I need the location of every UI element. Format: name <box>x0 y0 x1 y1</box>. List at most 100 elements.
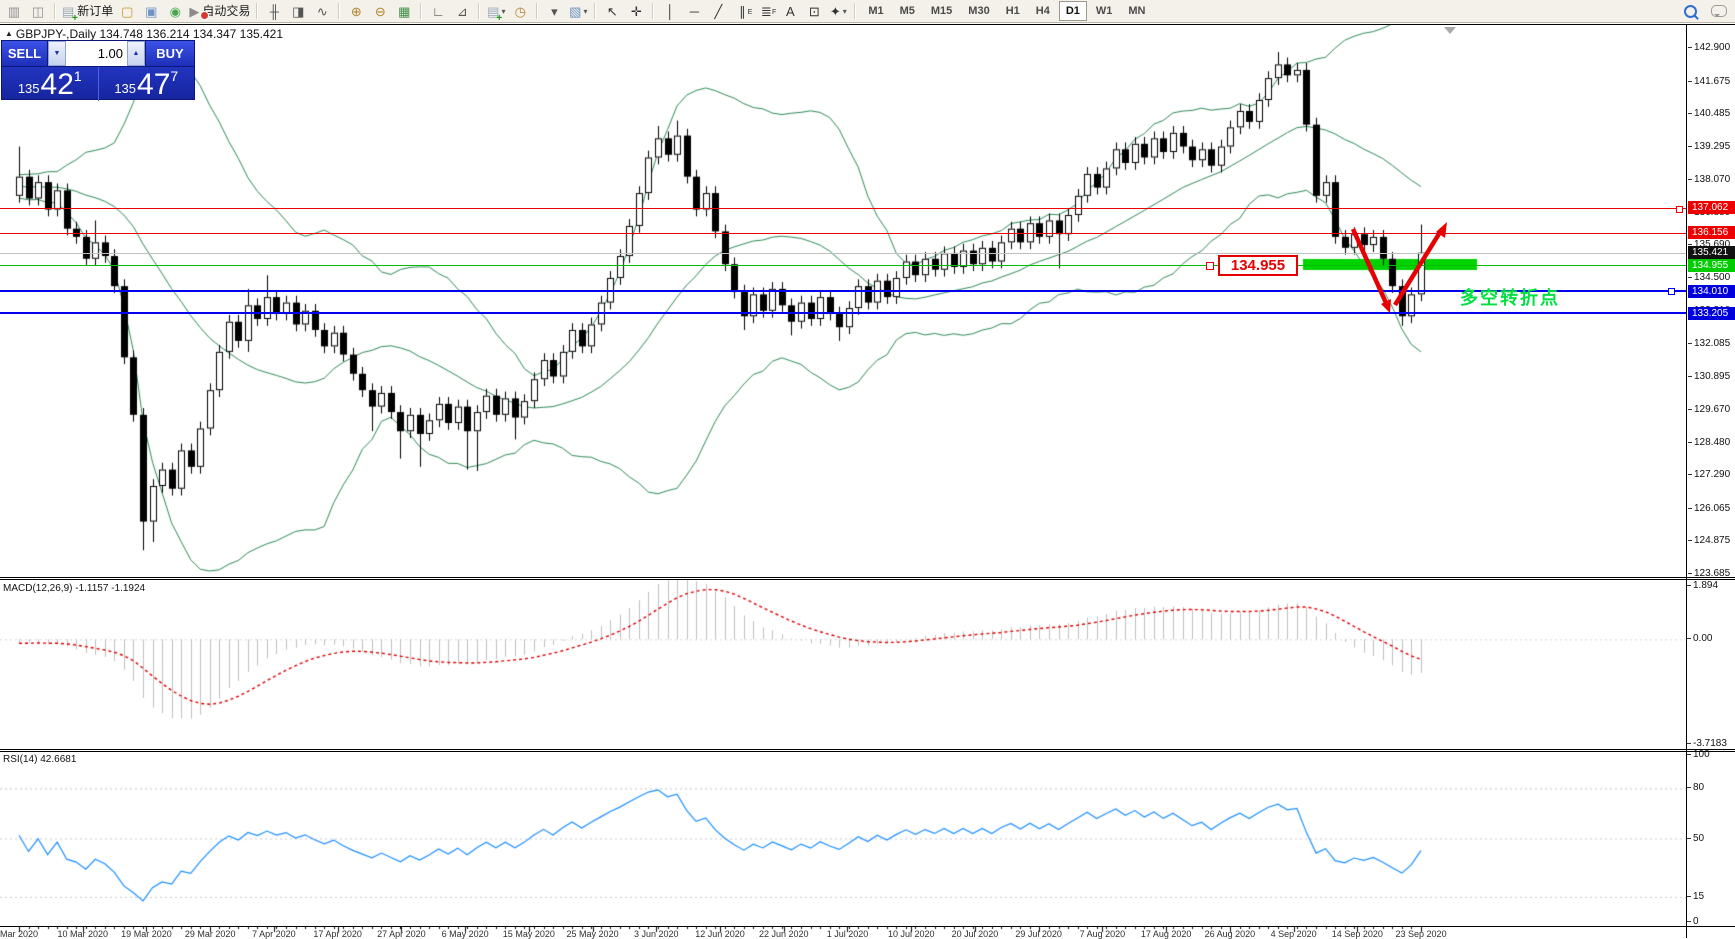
candlestick-mode-button[interactable]: ◨ <box>287 1 309 22</box>
text-tool-button[interactable]: A <box>779 1 801 22</box>
date-label[interactable]: 22 Jun 2020 <box>758 929 809 939</box>
arrows-tool-button[interactable]: ✦ ▾ <box>827 1 849 22</box>
resistance-line-136156[interactable] <box>0 232 1686 234</box>
date-label[interactable]: 12 Jun 2020 <box>695 929 745 939</box>
new-chart-caret-icon[interactable]: ▾ <box>501 6 506 16</box>
date-label[interactable]: 26 Aug 2020 <box>1204 929 1256 939</box>
date-label[interactable]: 27 Apr 2020 <box>377 929 426 939</box>
period-selector-button[interactable]: ◷ <box>509 1 531 22</box>
date-label[interactable]: 7 Aug 2020 <box>1079 929 1126 939</box>
line-drag-handle[interactable] <box>1676 205 1683 213</box>
signals-button[interactable]: ◉ <box>164 1 186 22</box>
price-tag-134.955: 134.955 <box>1688 258 1735 272</box>
callout-anchor-handle[interactable] <box>1206 262 1214 270</box>
date-label[interactable]: 29 Jul 2020 <box>1015 929 1062 939</box>
macd-separator[interactable] <box>0 577 1735 578</box>
timeframe-m15[interactable]: M15 <box>930 5 953 17</box>
date-label[interactable]: 10 Mar 2020 <box>57 929 108 939</box>
support-zone-bar[interactable] <box>1303 259 1477 270</box>
volume-increase-button[interactable]: ▲ <box>127 41 145 66</box>
rsi-separator[interactable] <box>0 749 1735 750</box>
volume-input[interactable] <box>66 41 127 66</box>
indicators-button[interactable]: ∟ <box>427 1 449 22</box>
template-caret-button[interactable]: ▾ <box>543 1 565 22</box>
crosshair-tool-icon: ✛ <box>630 3 642 19</box>
date-label[interactable]: 20 Jul 2020 <box>951 929 999 939</box>
market-watch-button[interactable]: ▥ <box>3 1 25 22</box>
line-chart-mode-button[interactable]: ∿ <box>311 1 333 22</box>
date-label[interactable]: 7 Apr 2020 <box>252 929 296 939</box>
navigator-button[interactable]: ◫ <box>27 1 49 22</box>
date-label[interactable]: 25 May 2020 <box>566 929 619 939</box>
timeframe-m30[interactable]: M30 <box>968 5 990 17</box>
chart-shift-marker-icon[interactable] <box>1444 27 1456 34</box>
text-label-tool-button[interactable]: ⊡ <box>803 1 825 22</box>
date-label[interactable]: 17 Apr 2020 <box>313 929 362 939</box>
support-line-134010[interactable] <box>0 288 1686 296</box>
history-center-button[interactable]: ▢ <box>116 1 138 22</box>
sell-button[interactable]: SELL <box>2 41 48 66</box>
date-label[interactable]: Mar 2020 <box>0 929 39 939</box>
date-label[interactable]: 3 Jun 2020 <box>634 929 679 939</box>
timeframe-h1[interactable]: H1 <box>1005 5 1020 17</box>
resistance-line-137062[interactable] <box>0 205 1686 213</box>
timeframe-h4[interactable]: H4 <box>1035 5 1050 17</box>
price-tag-133.205: 133.205 <box>1688 306 1735 320</box>
toolbar: ▥ ◫ ▤ + 新订单 ▢ ▣ ◉ ▶ 自动交易 ╫ ◨ ∿ ⊕ ⊖ ▦ ∟ ⊿ ▤ + ▾ ◷ ▾ ▧ ▾ ↖ ✛ │ ─ ╱ ∥ E ≣ F A… <box>0 0 1735 24</box>
tile-windows-button[interactable]: ▦ <box>393 1 415 22</box>
date-label[interactable]: 17 Aug 2020 <box>1140 929 1192 939</box>
date-label[interactable]: 23 Sep 2020 <box>1395 929 1447 939</box>
fibonacci-tool-button[interactable]: ≣ F <box>760 3 777 19</box>
arrows-tool-caret-icon[interactable]: ▾ <box>842 6 847 16</box>
date-label[interactable]: 19 Mar 2020 <box>121 929 172 939</box>
new-order-icon: ▤ <box>62 3 75 19</box>
zoom-in-button[interactable]: ⊕ <box>345 1 367 22</box>
price-callout-134955[interactable]: 134.955 <box>1218 255 1298 276</box>
date-label[interactable]: 4 Sep 2020 <box>1270 929 1317 939</box>
date-label[interactable]: 15 May 2020 <box>502 929 555 939</box>
date-label[interactable]: 10 Jul 2020 <box>887 929 935 939</box>
new-chart-button[interactable]: ▤ + ▾ <box>487 3 506 24</box>
chat-icon[interactable] <box>1711 5 1727 17</box>
zoom-out-button[interactable]: ⊖ <box>369 1 391 22</box>
text-label-tool-icon: ⊡ <box>808 3 820 19</box>
buy-button[interactable]: BUY <box>145 41 194 66</box>
timeframe-d1[interactable]: D1 <box>1058 1 1087 21</box>
support-line-134955[interactable] <box>0 265 1686 267</box>
bar-chart-mode-button[interactable]: ╫ <box>263 1 285 22</box>
auto-trading-button[interactable]: ▶ 自动交易 <box>188 1 251 22</box>
support-line-133205[interactable] <box>0 312 1686 315</box>
indicator-windows-button[interactable]: ⊿ <box>451 1 473 22</box>
timeframe-mn[interactable]: MN <box>1128 5 1146 17</box>
terminal-button[interactable]: ▣ <box>140 1 162 22</box>
volume-stepper: ▼ ▲ <box>48 41 145 66</box>
crosshair-tool-button[interactable]: ✛ <box>625 1 647 22</box>
fibonacci-tool-icon: ≣ <box>760 3 772 19</box>
profiles-caret-icon[interactable]: ▾ <box>583 6 588 16</box>
bull-bear-turning-point-note[interactable]: 多空转折点 <box>1460 288 1560 308</box>
timeframe-m5[interactable]: M5 <box>899 5 915 17</box>
horizontal-line-tool-button[interactable]: ─ <box>683 1 705 22</box>
date-label[interactable]: 29 Mar 2020 <box>184 929 236 939</box>
timeframe-m1[interactable]: M1 <box>868 5 884 17</box>
vertical-line-tool-button[interactable]: │ <box>659 1 681 22</box>
volume-decrease-button[interactable]: ▼ <box>48 41 66 66</box>
bid-price-line[interactable] <box>0 252 1686 254</box>
search-icon[interactable] <box>1684 4 1697 18</box>
date-label[interactable]: 14 Sep 2020 <box>1331 929 1383 939</box>
new-chart-icon: ▤ <box>487 3 500 19</box>
buy-price-display[interactable]: 135 47 7 <box>99 67 195 101</box>
timeframe-w1[interactable]: W1 <box>1095 5 1113 17</box>
cursor-tool-button[interactable]: ↖ <box>601 1 623 22</box>
date-label[interactable]: 1 Jul 2020 <box>826 929 869 939</box>
profiles-button[interactable]: ▧ ▾ <box>567 1 589 22</box>
date-label[interactable]: 6 May 2020 <box>441 929 489 939</box>
equidistant-channel-tool-button[interactable]: ∥ E <box>739 3 753 19</box>
new-order-button[interactable]: ▤ + 新订单 <box>62 3 114 24</box>
price-axis[interactable] <box>1687 24 1735 927</box>
collapse-icon[interactable]: ▲ <box>5 29 13 38</box>
line-drag-handle[interactable] <box>1668 288 1675 296</box>
trendline-tool-button[interactable]: ╱ <box>707 1 729 22</box>
sell-price-display[interactable]: 135 42 1 <box>2 67 98 101</box>
